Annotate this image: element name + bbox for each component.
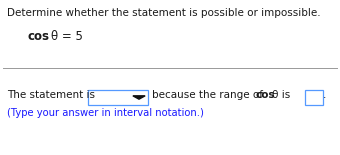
Text: The statement is: The statement is: [7, 90, 98, 100]
Text: cos: cos: [255, 90, 275, 100]
Polygon shape: [133, 96, 145, 99]
Text: (Type your answer in interval notation.): (Type your answer in interval notation.): [7, 108, 204, 118]
Text: Determine whether the statement is possible or impossible.: Determine whether the statement is possi…: [7, 8, 321, 18]
FancyBboxPatch shape: [88, 90, 148, 105]
Text: θ = 5: θ = 5: [51, 30, 83, 43]
Text: cos: cos: [28, 30, 50, 43]
Text: because the range of: because the range of: [152, 90, 266, 100]
FancyBboxPatch shape: [305, 90, 323, 105]
Text: θ is: θ is: [272, 90, 293, 100]
Text: .: .: [323, 90, 326, 100]
